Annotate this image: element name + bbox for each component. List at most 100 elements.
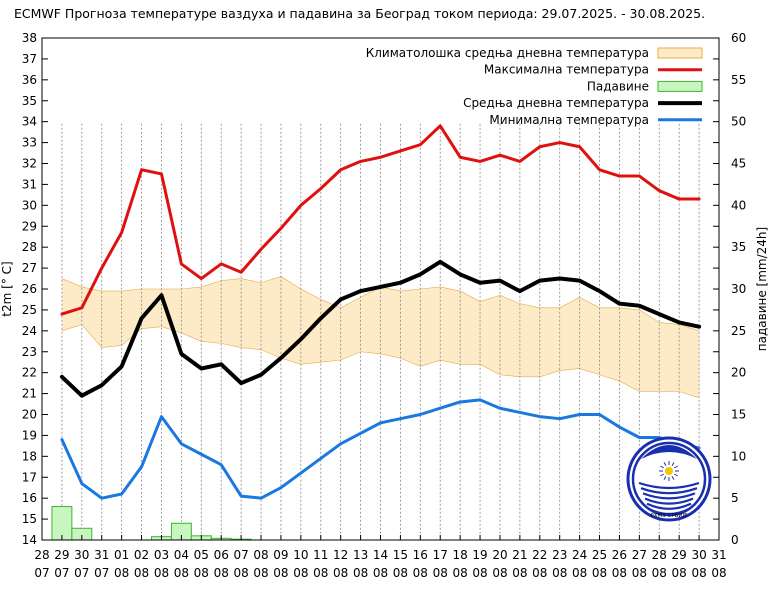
y-tick-label: 22 [22, 366, 37, 380]
y2-tick-label: 25 [731, 324, 746, 338]
y2-axis-label: падавине [mm/24h] [755, 227, 769, 351]
x-tick-day: 17 [433, 548, 448, 562]
x-tick-day: 02 [134, 548, 149, 562]
y-tick-label: 23 [22, 345, 37, 359]
emblem-wave [640, 487, 698, 495]
series-line-mean [59, 259, 702, 398]
x-tick-day: 31 [711, 548, 726, 562]
emblem-sun-ray [663, 475, 667, 480]
x-tick-day: 09 [273, 548, 288, 562]
x-tick-day: 25 [592, 548, 607, 562]
x-tick-day: 22 [532, 548, 547, 562]
legend-label-precip: Падавине [587, 79, 649, 93]
y2-tick-label: 40 [731, 198, 746, 212]
x-tick-day: 26 [612, 548, 627, 562]
x-tick-month: 08 [512, 566, 527, 580]
x-tick-day: 14 [373, 548, 388, 562]
y-tick-label: 34 [22, 115, 37, 129]
x-tick-month: 07 [34, 566, 49, 580]
x-tick-day: 19 [472, 548, 487, 562]
x-tick-day: 12 [333, 548, 348, 562]
climatology-band-lower-edge [61, 324, 700, 399]
y2-tick-label: 45 [731, 157, 746, 171]
x-tick-month: 08 [194, 566, 209, 580]
y-tick-label: 33 [22, 136, 37, 150]
x-tick-month: 08 [373, 566, 388, 580]
x-tick-day: 29 [672, 548, 687, 562]
y-tick-label: 30 [22, 198, 37, 212]
x-tick-month: 08 [552, 566, 567, 580]
y-tick-label: 36 [22, 73, 37, 87]
legend-swatch-precip [657, 80, 703, 92]
y-axis-label: t2m [° C] [0, 261, 14, 316]
y2-tick-label: 15 [731, 408, 746, 422]
y2-tick-label: 30 [731, 282, 746, 296]
y-tick-label: 18 [22, 449, 37, 463]
x-tick-month: 08 [273, 566, 288, 580]
x-tick-month: 08 [233, 566, 248, 580]
y-tick-label: 24 [22, 324, 37, 338]
y-tick-label: 21 [22, 387, 37, 401]
chart-title: ECMWF Прогноза температуре ваздуха и пад… [14, 6, 705, 21]
emblem-wave [638, 481, 700, 490]
legend-label-max: Максимална температура [484, 63, 649, 77]
legend-label-mean: Средња дневна температура [463, 96, 649, 110]
x-tick-day: 21 [512, 548, 527, 562]
x-tick-day: 10 [293, 548, 308, 562]
y-tick-label: 14 [22, 533, 37, 547]
y-tick-label: 16 [22, 491, 37, 505]
x-tick-month: 08 [492, 566, 507, 580]
x-tick-month: 08 [572, 566, 587, 580]
x-tick-day: 27 [632, 548, 647, 562]
x-tick-month: 08 [711, 566, 726, 580]
emblem-sun [665, 467, 673, 475]
x-tick-month: 08 [413, 566, 428, 580]
x-tick-month: 08 [134, 566, 149, 580]
y2-tick-label: 35 [731, 240, 746, 254]
y-tick-label: 27 [22, 261, 37, 275]
y2-tick-label: 20 [731, 366, 746, 380]
y2-tick-label: 10 [731, 449, 746, 463]
x-tick-month: 08 [672, 566, 687, 580]
x-tick-day: 31 [94, 548, 109, 562]
emblem-sun-ray [671, 475, 675, 480]
y2-tick-label: 60 [731, 31, 746, 45]
legend-label-clim: Климатолошка средња дневна температура [366, 46, 649, 60]
emblem-sun-ray [673, 473, 678, 477]
x-tick-day: 15 [393, 548, 408, 562]
y-tick-label: 29 [22, 219, 37, 233]
y2-tick-label: 5 [731, 491, 739, 505]
x-tick-month: 08 [632, 566, 647, 580]
y-tick-label: 32 [22, 157, 37, 171]
x-tick-month: 08 [592, 566, 607, 580]
x-tick-day: 11 [313, 548, 328, 562]
legend-label-min: Минимална температура [489, 113, 649, 127]
gridlines [61, 123, 700, 540]
x-tick-day: 18 [453, 548, 468, 562]
precipitation-bar [51, 506, 73, 541]
y-tick-label: 35 [22, 94, 37, 108]
precipitation-bars [51, 506, 252, 541]
x-tick-month: 08 [154, 566, 169, 580]
emblem-sun-ray [671, 462, 675, 467]
x-tick-month: 08 [393, 566, 408, 580]
y-tick-label: 17 [22, 470, 37, 484]
y-tick-label: 15 [22, 512, 37, 526]
y2-tick-label: 50 [731, 115, 746, 129]
emblem-sun-ray [660, 473, 665, 477]
x-tick-month: 08 [353, 566, 368, 580]
x-tick-day: 16 [413, 548, 428, 562]
x-tick-day: 01 [114, 548, 129, 562]
y-tick-label: 31 [22, 177, 37, 191]
series-line-max [60, 124, 701, 316]
y-tick-label: 26 [22, 282, 37, 296]
x-tick-day: 28 [34, 548, 49, 562]
x-tick-day: 29 [54, 548, 69, 562]
axes-ticks: 14 15 16 17 18 19 20 21 22 23 24 25 26 27 28 29 30 31 32 33… [22, 31, 747, 580]
emblem-text: РХМЗ СРБИЈЕ [650, 513, 688, 519]
emblem-wave [646, 502, 692, 510]
x-tick-month: 08 [691, 566, 706, 580]
legend-swatch-clim [657, 47, 703, 59]
x-tick-month: 08 [433, 566, 448, 580]
